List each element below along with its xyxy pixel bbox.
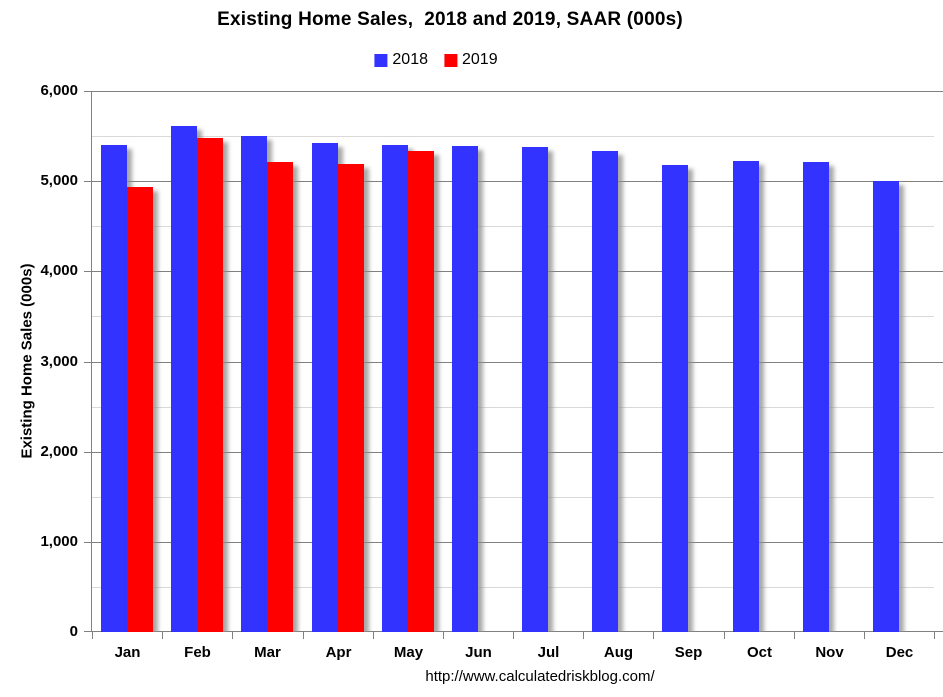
legend-label-2019: 2019: [462, 51, 498, 68]
bar-2019-Apr: [338, 164, 364, 632]
bar-2018-Apr: [312, 143, 338, 632]
footer-url: http://www.calculatedriskblog.com/: [425, 668, 655, 685]
y-tick-label-0: 0: [69, 623, 78, 640]
legend-swatch-2019: [444, 53, 457, 67]
gridline-minor-5500: [92, 136, 934, 137]
x-axis-tick-8: [653, 632, 654, 639]
legend-label-2018: 2018: [392, 51, 428, 68]
y-axis-line: [91, 91, 92, 632]
gridline-major-3000: [84, 362, 943, 363]
gridline-minor-2500: [92, 407, 934, 408]
x-axis-tick-1: [162, 632, 163, 639]
x-label-Apr: Apr: [325, 644, 352, 661]
x-label-Jun: Jun: [465, 644, 492, 661]
gridline-minor-4500: [92, 226, 934, 227]
bar-2019-May: [408, 151, 434, 632]
bar-2018-May: [382, 145, 408, 632]
x-axis-tick-2: [232, 632, 233, 639]
plot-area: [84, 91, 943, 639]
x-axis-tick-10: [794, 632, 795, 639]
y-tick-label-2,000: 2,000: [40, 443, 78, 460]
x-label-Mar: Mar: [254, 644, 281, 661]
x-axis-tick-9: [724, 632, 725, 639]
legend-item-2018: 2018: [374, 51, 428, 69]
x-axis-tick-4: [373, 632, 374, 639]
x-label-Aug: Aug: [603, 644, 634, 661]
x-label-Jan: Jan: [114, 644, 141, 661]
bar-2018-Aug: [592, 151, 618, 632]
gridline-major-5000: [84, 181, 943, 182]
bar-2018-Jun: [452, 146, 478, 632]
y-tick-label-4,000: 4,000: [40, 262, 78, 279]
x-axis-tick-7: [583, 632, 584, 639]
x-label-May: May: [393, 644, 424, 661]
bar-2019-Feb: [197, 138, 223, 632]
x-label-Nov: Nov: [815, 644, 844, 661]
gridline-minor-500: [92, 587, 934, 588]
x-label-Dec: Dec: [885, 644, 914, 661]
y-axis-title: Existing Home Sales (000s): [18, 263, 36, 459]
chart-title: Existing Home Sales, 2018 and 2019, SAAR…: [217, 9, 683, 30]
legend: 2018 2019: [374, 51, 498, 69]
bar-2018-Sep: [662, 165, 688, 632]
x-axis-tick-11: [864, 632, 865, 639]
y-tick-label-5,000: 5,000: [40, 172, 78, 189]
y-tick-label-6,000: 6,000: [40, 82, 78, 99]
y-tick-label-1,000: 1,000: [40, 533, 78, 550]
x-axis-tick-6: [513, 632, 514, 639]
gridline-major-4000: [84, 271, 943, 272]
x-axis-tick-5: [443, 632, 444, 639]
bar-2018-Jul: [522, 147, 548, 632]
bar-2018-Mar: [241, 136, 267, 632]
gridline-major-0: [84, 631, 943, 632]
gridline-major-1000: [84, 542, 943, 543]
gridline-minor-3500: [92, 316, 934, 317]
x-label-Oct: Oct: [746, 644, 772, 661]
gridline-minor-1500: [92, 497, 934, 498]
x-label-Sep: Sep: [674, 644, 703, 661]
bar-2019-Mar: [267, 162, 293, 632]
legend-item-2019: 2019: [444, 51, 498, 69]
x-label-Feb: Feb: [184, 644, 211, 661]
bar-2018-Oct: [733, 161, 759, 632]
bars-layer: [92, 91, 934, 632]
gridline-major-6000: [84, 91, 943, 92]
bar-2018-Nov: [803, 162, 829, 632]
bar-2018-Feb: [171, 126, 197, 632]
bar-2018-Dec: [873, 181, 899, 632]
x-label-Jul: Jul: [537, 644, 560, 661]
bar-2019-Jan: [127, 187, 153, 632]
gridline-major-2000: [84, 452, 943, 453]
x-axis-tick-3: [303, 632, 304, 639]
bar-2018-Jan: [101, 145, 127, 632]
legend-swatch-2018: [374, 53, 388, 67]
x-axis-tick-12: [934, 632, 935, 639]
y-tick-label-3,000: 3,000: [40, 353, 78, 370]
x-axis-tick-0: [92, 632, 93, 639]
